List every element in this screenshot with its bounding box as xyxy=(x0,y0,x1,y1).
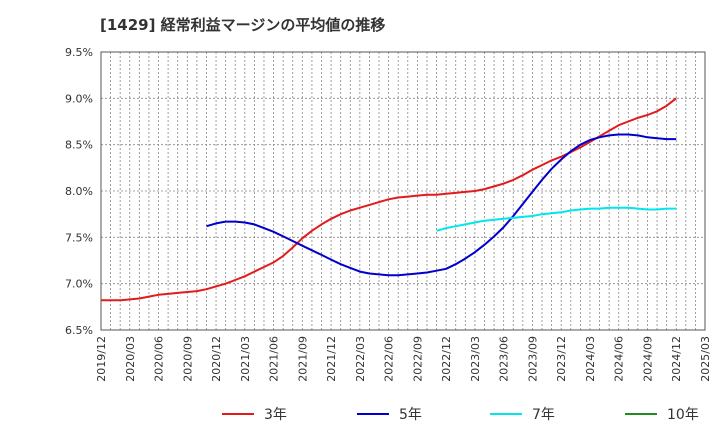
chart-title: [1429] 経常利益マージンの平均値の推移 xyxy=(100,16,386,34)
x-tick-label: 2025/03 xyxy=(699,336,712,382)
series-line-7年 xyxy=(436,206,677,232)
legend-label: 7年 xyxy=(532,407,555,423)
plot-border xyxy=(100,51,706,331)
x-tick-label: 2020/06 xyxy=(153,336,166,382)
y-tick-label: 7.0% xyxy=(65,278,93,291)
x-tick-label: 2020/09 xyxy=(181,336,194,382)
y-tick-label: 8.0% xyxy=(65,185,93,198)
x-tick-label: 2021/06 xyxy=(268,336,281,382)
x-tick-label: 2021/03 xyxy=(239,336,252,382)
x-tick-label: 2020/03 xyxy=(124,336,137,382)
x-tick-label: 2022/12 xyxy=(440,336,453,382)
series-line-3年 xyxy=(101,97,677,302)
y-tick-label: 8.5% xyxy=(65,139,93,152)
x-tick-label: 2021/12 xyxy=(325,336,338,382)
y-tick-label: 7.5% xyxy=(65,231,93,244)
y-tick-label: 6.5% xyxy=(65,324,93,337)
y-tick-label: 9.0% xyxy=(65,92,93,105)
legend-label: 3年 xyxy=(264,407,287,423)
x-tick-label: 2024/09 xyxy=(641,336,654,382)
legend-label: 5年 xyxy=(399,407,422,423)
x-tick-label: 2024/03 xyxy=(584,336,597,382)
y-tick-label: 9.5% xyxy=(65,46,93,59)
x-tick-label: 2022/09 xyxy=(411,336,424,382)
x-tick-label: 2023/03 xyxy=(469,336,482,382)
x-tick-label: 2022/06 xyxy=(383,336,396,382)
x-tick-label: 2022/03 xyxy=(354,336,367,382)
x-tick-label: 2019/12 xyxy=(95,336,108,382)
x-tick-label: 2024/06 xyxy=(613,336,626,382)
x-tick-label: 2020/12 xyxy=(210,336,223,382)
x-tick-label: 2024/12 xyxy=(670,336,683,382)
x-tick-label: 2023/06 xyxy=(498,336,511,382)
x-tick-label: 2023/09 xyxy=(526,336,539,382)
legend-label: 10年 xyxy=(667,407,699,423)
x-tick-label: 2021/09 xyxy=(296,336,309,382)
x-tick-label: 2023/12 xyxy=(555,336,568,382)
series-line-5年 xyxy=(206,133,677,277)
